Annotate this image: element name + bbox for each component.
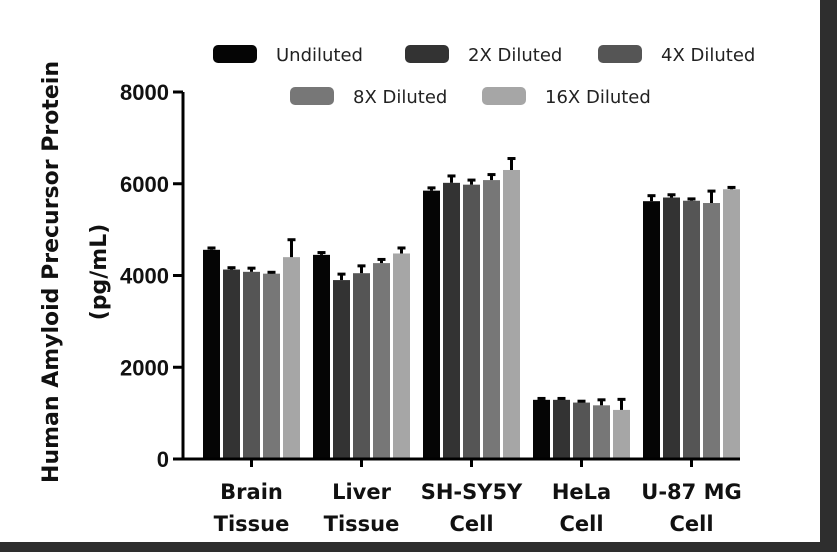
legend: Undiluted 2X Diluted 4X Diluted 8X Diluted 1… [213,45,755,108]
plot-area [203,157,740,460]
x-category-label-4-0: U-87 MG [641,480,741,504]
y-tick-label-0: 0 [157,447,169,472]
legend-swatch-2 [598,45,642,63]
chart-frame: Human Amyloid Precursor Protein (pg/mL) … [0,0,820,542]
bar-0-3 [263,273,280,459]
x-category-label-3-0: HeLa [552,480,611,504]
x-axis-labels: Brain Tissue Liver Tissue SH-SY5Y Cell HeLa Cel… [214,480,742,536]
y-axis-title: Human Amyloid Precursor Protein (pg/mL) [39,61,112,483]
bar-3-1 [553,399,570,459]
y-axis-unit: (pg/mL) [87,224,112,321]
bar-3-3 [593,405,610,459]
x-category-label-0-1: Tissue [214,512,290,536]
legend-label-4: 16X Diluted [545,87,651,108]
bar-4-3 [703,203,720,459]
bar-1-0 [313,254,330,459]
legend-swatch-4 [482,87,526,105]
x-category-label-2-1: Cell [449,512,493,536]
bar-0-2 [243,271,260,459]
y-tick-label-1: 2000 [120,355,169,380]
bar-1-3 [373,263,390,459]
bar-4-1 [663,197,680,459]
x-category-label-4-1: Cell [669,512,713,536]
legend-swatch-1 [405,45,449,63]
window-edge-bottom [0,542,837,552]
bar-0-1 [223,269,240,459]
y-tick-label-2: 4000 [120,264,169,289]
x-category-label-0-0: Brain [220,480,283,504]
window-edge-right [820,0,837,552]
y-tick-label-4: 8000 [120,80,169,105]
bar-3-4 [613,409,630,459]
bar-3-0 [533,399,550,459]
bar-4-2 [683,200,700,459]
x-category-label-2-0: SH-SY5Y [421,480,523,504]
legend-label-3: 8X Diluted [353,87,447,108]
bar-0-4 [283,257,300,459]
legend-swatch-0 [213,45,257,63]
bar-2-4 [503,169,520,460]
bar-2-1 [443,182,460,459]
legend-label-1: 2X Diluted [468,45,562,66]
bar-1-1 [333,280,350,459]
x-category-label-1-0: Liver [332,480,392,504]
bar-2-3 [483,180,500,459]
y-axis-label: Human Amyloid Precursor Protein [39,61,64,483]
axes: 0 2000 4000 6000 8000 [120,80,740,472]
bar-1-2 [353,273,370,459]
bar-2-2 [463,184,480,460]
bar-1-4 [393,253,410,459]
bar-4-0 [643,201,660,459]
bar-2-0 [423,190,440,459]
legend-swatch-3 [290,87,334,105]
x-category-label-3-1: Cell [559,512,603,536]
bar-0-0 [203,249,220,459]
bar-4-4 [723,189,740,459]
legend-label-0: Undiluted [276,45,363,66]
legend-label-2: 4X Diluted [661,45,755,66]
bar-chart: Human Amyloid Precursor Protein (pg/mL) … [39,45,755,536]
bar-3-2 [573,402,590,459]
x-category-label-1-1: Tissue [324,512,400,536]
y-tick-label-3: 6000 [120,172,169,197]
